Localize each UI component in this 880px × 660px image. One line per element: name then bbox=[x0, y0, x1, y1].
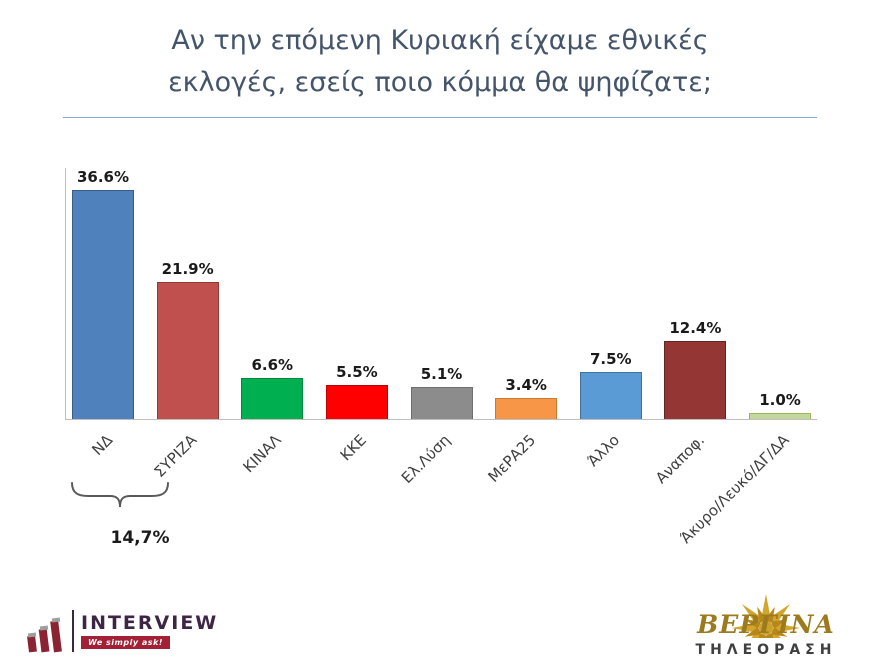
bar-column: 5.5% ΚΚΕ bbox=[325, 168, 388, 464]
bar-column: 21.9% ΣΥΡΙΖΑ bbox=[150, 168, 219, 481]
category-label: Ελ.Λύση bbox=[398, 431, 455, 487]
chart-title-line2: εκλογές, εσείς ποιο κόμμα θα ψηφίζατε; bbox=[168, 67, 712, 98]
chart-title: Αν την επόμενη Κυριακή είχαμε εθνικές εκ… bbox=[0, 20, 880, 104]
bar-column: 3.4% ΜεΡΑ25 bbox=[484, 168, 558, 486]
bar-value-label: 12.4% bbox=[669, 319, 722, 338]
interview-logo: INTERVIEW We simply ask! bbox=[25, 608, 218, 654]
difference-label: 14,7% bbox=[110, 528, 170, 548]
interview-logo-text: INTERVIEW We simply ask! bbox=[81, 613, 218, 649]
bar-value-label: 6.6% bbox=[251, 355, 294, 374]
bar-value-label: 7.5% bbox=[589, 349, 632, 368]
category-label: ΣΥΡΙΖΑ bbox=[150, 431, 201, 481]
bar-Ελ.Λύση bbox=[410, 387, 473, 419]
chart-title-line1: Αν την επόμενη Κυριακή είχαμε εθνικές bbox=[171, 25, 709, 56]
bar-column: 36.6% ΝΔ bbox=[72, 168, 134, 459]
category-label: ΝΔ bbox=[87, 431, 116, 459]
category-label: Αναποφ. bbox=[651, 431, 709, 488]
bar-ΚΚΕ bbox=[325, 384, 388, 419]
interview-logo-divider bbox=[72, 610, 74, 652]
bar-Αναποφ. bbox=[664, 341, 727, 419]
vergina-wordmark: ΒΕΡΓΙΝΑ bbox=[697, 610, 835, 639]
bar-value-label: 3.4% bbox=[505, 375, 547, 394]
interview-tagline: We simply ask! bbox=[81, 636, 170, 649]
category-label: ΚΚΕ bbox=[336, 431, 370, 465]
category-label: ΜεΡΑ25 bbox=[484, 431, 539, 486]
vergina-subtitle: ΤΗΛΕΟΡΑΣΗ bbox=[695, 642, 837, 658]
plot-area: 36.6% ΝΔ 21.9% ΣΥΡΙΖΑ 6.6% ΚΙΝΑΛ 5.5% ΚΚΕ 5.1% Ελ… bbox=[65, 168, 817, 547]
bar-ΣΥΡΙΖΑ bbox=[156, 281, 219, 419]
vergina-logo: ΒΕΡΓΙΝΑ ΤΗΛΕΟΡΑΣΗ bbox=[666, 584, 866, 658]
bar-column: 1.0% Άκυρο/Λευκό/ΔΓ/ΔΑ bbox=[677, 168, 811, 547]
bar-value-label: 36.6% bbox=[76, 168, 130, 186]
vergina-sun-icon bbox=[732, 594, 800, 638]
category-label: Άλλο bbox=[584, 431, 624, 471]
bar-value-label: 1.0% bbox=[759, 390, 801, 409]
bar-column: 6.6% ΚΙΝΑΛ bbox=[240, 168, 304, 476]
bar-column: 5.1% Ελ.Λύση bbox=[398, 168, 473, 487]
bar-column: 12.4% Αναποφ. bbox=[652, 168, 727, 487]
bar-column: 7.5% Άλλο bbox=[579, 168, 642, 470]
bar-ΚΙΝΑΛ bbox=[241, 377, 304, 419]
interview-logo-icon bbox=[27, 617, 62, 653]
bar-value-label: 5.1% bbox=[420, 365, 463, 383]
difference-brace bbox=[71, 482, 169, 508]
bar-Άκυρο/Λευκό/ΔΓ/ΔΑ bbox=[749, 412, 811, 419]
interview-wordmark: INTERVIEW bbox=[81, 612, 219, 634]
category-label: ΚΙΝΑΛ bbox=[239, 431, 285, 477]
bar-ΜεΡΑ25 bbox=[495, 397, 558, 419]
bar-value-label: 5.5% bbox=[336, 362, 378, 381]
bar-Άλλο bbox=[579, 371, 642, 419]
bar-ΝΔ bbox=[72, 190, 134, 419]
title-divider bbox=[63, 117, 817, 118]
bar-value-label: 21.9% bbox=[161, 259, 214, 278]
